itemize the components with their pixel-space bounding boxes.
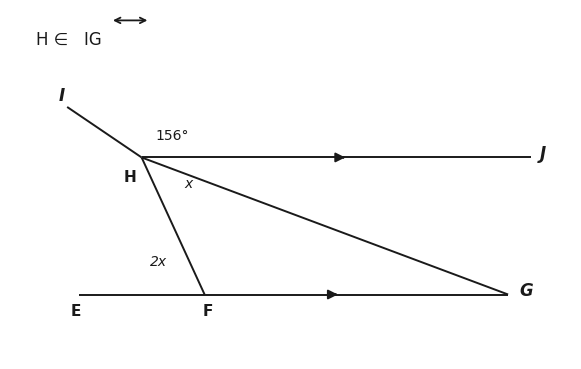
Text: H ∈   IG: H ∈ IG bbox=[35, 31, 102, 49]
Text: J: J bbox=[540, 145, 546, 163]
Text: G: G bbox=[519, 282, 533, 300]
Text: H: H bbox=[124, 170, 137, 185]
Text: F: F bbox=[202, 304, 213, 319]
Text: 2x: 2x bbox=[150, 255, 167, 269]
Text: E: E bbox=[70, 304, 81, 319]
Text: x: x bbox=[185, 177, 193, 192]
Text: I: I bbox=[58, 87, 64, 105]
Text: 156°: 156° bbox=[156, 129, 189, 143]
